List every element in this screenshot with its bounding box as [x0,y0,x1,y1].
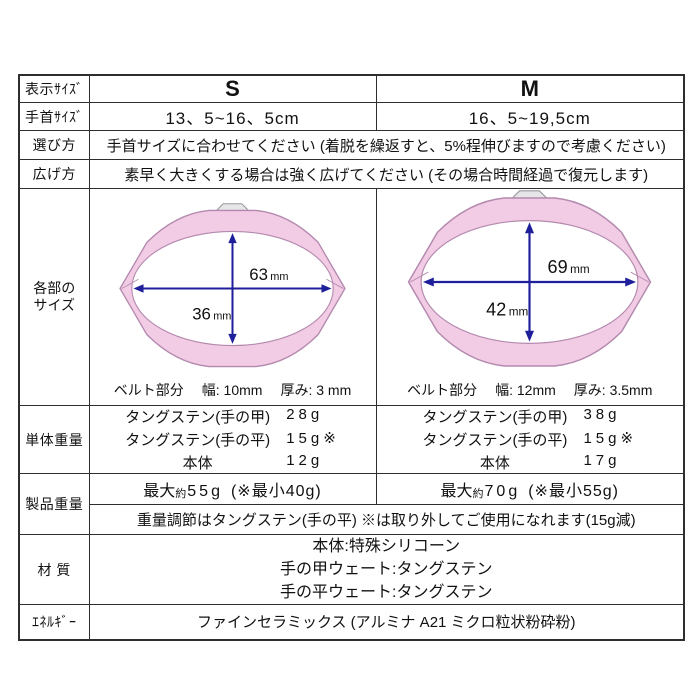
row-how-to-widen: 広げ方 素早く大きくする場合は強く広げてください (その場合時間経過で復元します… [18,159,685,189]
weight-item-name: タングステン(手の平) [422,432,568,449]
row-material: 材 質 本体:特殊シリコーン 手の甲ウェート:タングステン 手の平ウェート:タン… [18,534,685,605]
min-weight-note: (※最小55g) [528,483,619,500]
weight-item-name: タングステン(手の平) [125,432,271,449]
band-crease-left [121,278,139,289]
how-to-choose-text: 手首サイズに合わせてください (着脱を繰返すと、5%程伸びますので考慮ください) [88,130,685,160]
height-dimension-unit: mm [509,305,529,318]
row-label-unit-weight: 単体重量 [18,405,90,474]
row-product-weight: 製品重量 最大約55g (※最小40g) 最大約70g (※最小55g) [18,473,685,535]
approx-mark: 約 [472,488,484,500]
spec-table: 表示ｻｲｽﾞ S M 手首ｻｲｽﾞ 13、5~16、5cm 16、5~19,5c… [18,74,685,641]
row-part-sizes: 各部の サイズ [18,188,685,406]
weight-item-name: 本体 [182,455,213,472]
weight-item-value: 38g [583,406,621,424]
width-dimension-value: 63 [249,265,268,284]
unit-weight-s: タングステン(手の甲) 28g タングステン(手の平) 15g※ 本体 12g [88,405,377,474]
belt-thickness: 厚み: 3.5mm [573,382,653,398]
diagram-cell-m: 69 mm 42 mm ベルト部分 幅: 12mm 厚み: 3.5mm [375,188,685,406]
belt-info-m: ベルト部分 幅: 12mm 厚み: 3.5mm [407,380,652,400]
material-info: 本体:特殊シリコーン 手の甲ウェート:タングステン 手の平ウェート:タングステン [88,534,685,605]
row-weight-adjust-note: 重量調節はタングステン(手の平) ※は取り外してご使用になれます(15g減) [19,504,685,535]
bracelet-diagram-m: 69 mm 42 mm [407,190,652,367]
size-s-header: S [88,74,377,103]
size-m-header: M [375,74,685,103]
row-how-to-choose: 選び方 手首サイズに合わせてください (着脱を繰返すと、5%程伸びますので考慮く… [18,130,685,160]
max-weight-value: 70g [484,483,521,500]
height-dimension-value: 36 [192,305,211,324]
weight-item-name: タングステン(手の甲) [422,409,568,426]
belt-width: 幅: 10mm [201,382,263,398]
row-energy: ｴﾈﾙｷﾞｰ ファインセラミックス (アルミナ A21 ミクロ粒状粉砕粉) [18,604,685,640]
band-crease-right [630,271,650,283]
weight-item-value: 15g※ [286,430,340,447]
weight-item-name: 本体 [479,455,510,472]
row-unit-weight: 単体重量 タングステン(手の甲) 28g タングステン(手の平) 15g※ 本体… [18,405,685,474]
width-dimension-value: 69 [548,257,568,277]
row-label-display-size: 表示ｻｲｽﾞ [18,74,90,103]
belt-label: ベルト部分 [113,382,184,398]
band-crease-left [410,271,429,283]
weight-item-value: 17g [583,452,621,469]
material-line: 手の甲ウェート:タングステン [280,561,493,578]
weight-item-value: 28g [286,406,324,424]
row-display-size: 表示ｻｲｽﾞ S M [18,74,685,103]
width-dimension-unit: mm [570,263,590,276]
product-weight-s: 最大約55g (※最小40g) [88,473,377,505]
weight-adjust-note: 重量調節はタングステン(手の平) ※は取り外してご使用になれます(15g減) [88,504,685,535]
max-weight-value: 55g [187,483,223,500]
material-line: 手の平ウェート:タングステン [280,584,493,601]
approx-mark: 約 [175,488,187,500]
material-line: 本体:特殊シリコーン [312,538,461,555]
row-label-how-to-choose: 選び方 [18,130,90,160]
width-dimension-unit: mm [270,271,288,283]
product-weight-m: 最大約70g (※最小55g) [375,473,685,505]
row-label-product-weight: 製品重量 [18,473,90,535]
weight-item-value: 12g [286,452,324,469]
row-label-how-to-widen: 広げ方 [18,159,90,189]
row-label-part-sizes: 各部の サイズ [18,188,90,406]
height-arrow [525,222,535,342]
weight-item-value: 15g※ [583,430,638,447]
belt-thickness: 厚み: 3 mm [280,382,352,398]
bracelet-diagram-s: 63 mm 36 mm [119,203,346,368]
belt-width: 幅: 12mm [495,382,556,398]
belt-label: ベルト部分 [407,382,478,398]
max-prefix: 最大 [143,483,176,500]
height-dimension-value: 42 [486,299,506,319]
row-label-wrist-size: 手首ｻｲｽﾞ [18,102,90,131]
max-prefix: 最大 [440,483,473,500]
band-crease-right [326,278,344,289]
min-weight-note: (※最小40g) [230,483,322,500]
unit-weight-m: タングステン(手の甲) 38g タングステン(手の平) 15g※ 本体 17g [375,405,685,474]
belt-info-s: ベルト部分 幅: 10mm 厚み: 3 mm [114,380,351,400]
part-sizes-label-line2: サイズ [33,297,76,313]
row-label-material: 材 質 [18,534,90,605]
row-label-energy: ｴﾈﾙｷﾞｰ [18,604,90,640]
height-dimension-unit: mm [213,311,231,323]
diagram-cell-s: 63 mm 36 mm ベルト部分 幅: 10mm 厚み: 3 mm [88,188,377,406]
energy-info: ファインセラミックス (アルミナ A21 ミクロ粒状粉砕粉) [88,604,685,640]
row-wrist-size: 手首ｻｲｽﾞ 13、5~16、5cm 16、5~19,5cm [18,102,685,131]
height-arrow [228,233,237,344]
wrist-size-s: 13、5~16、5cm [88,102,377,131]
weight-item-name: タングステン(手の甲) [125,409,271,426]
how-to-widen-text: 素早く大きくする場合は強く広げてください (その場合時間経過で復元します) [88,159,685,189]
wrist-size-m: 16、5~19,5cm [375,102,685,131]
part-sizes-label-line1: 各部の [33,280,76,296]
